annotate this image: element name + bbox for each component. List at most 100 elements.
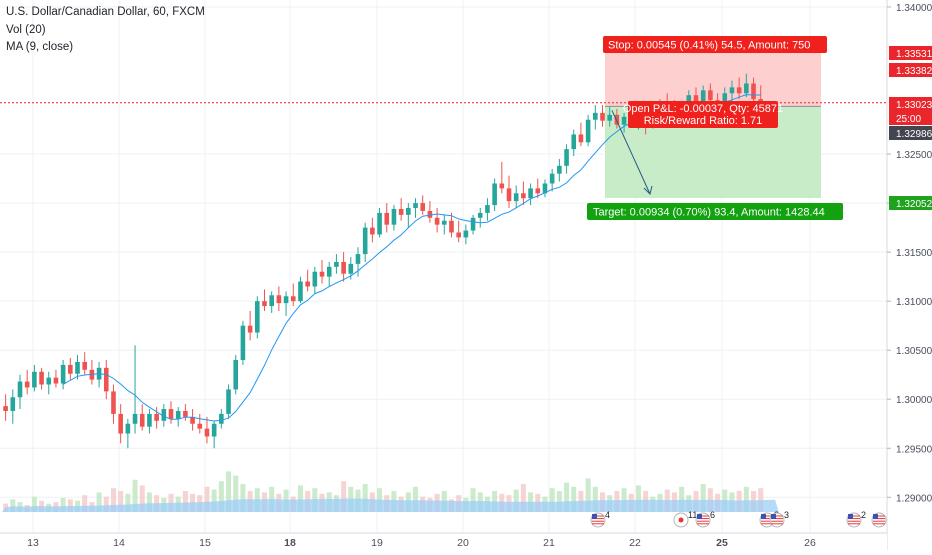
volume-bar: [513, 489, 519, 512]
price-axis[interactable]: 1.340001.325001.320001.315001.310001.305…: [886, 0, 932, 550]
event-marker[interactable]: 6: [695, 510, 715, 528]
candle-body: [744, 83, 749, 94]
stop-zone: [605, 52, 821, 107]
candle-body: [103, 367, 109, 392]
candle-body: [722, 93, 728, 106]
volume-bar: [10, 499, 16, 512]
price-marker-label: 1.33531: [896, 49, 932, 60]
candle-body: [60, 364, 66, 384]
time-tick-label: 13: [27, 537, 39, 549]
volume-bar: [592, 486, 598, 512]
candle-body: [736, 87, 742, 94]
volume-indicator-label[interactable]: Vol (20): [6, 24, 46, 36]
event-count: 2: [861, 510, 866, 520]
candle-body: [377, 212, 382, 235]
volume-ma-area: [2, 498, 779, 512]
volume-bar: [182, 491, 188, 512]
time-axis-bg: [0, 533, 887, 550]
target-label: Target: 0.00934 (0.70%) 93.4, Amount: 14…: [593, 207, 825, 219]
candle-body: [441, 220, 447, 225]
volume-bar: [103, 496, 109, 512]
volume-bar: [585, 478, 591, 512]
volume-bar: [635, 485, 641, 512]
candle-body: [521, 193, 526, 199]
candle-body: [621, 116, 627, 125]
volume-bar: [67, 499, 73, 512]
volume-bar: [413, 486, 419, 512]
volume-bar: [362, 484, 368, 512]
candle-body: [492, 183, 497, 206]
price-marker: [889, 111, 932, 125]
candles-layer: [3, 73, 764, 449]
volume-bar: [700, 484, 706, 512]
volume-bar: [146, 492, 152, 512]
volume-bar: [82, 495, 88, 512]
price-tick-label: 1.29500: [896, 444, 932, 455]
candle-body: [68, 364, 73, 374]
price-axis-bg: [887, 0, 932, 550]
candle-body: [578, 134, 584, 143]
price-marker-label: 1.32052: [896, 199, 932, 210]
time-tick-label: 18: [284, 537, 296, 549]
price-tick-label: 1.32500: [896, 150, 932, 161]
price-marker: [889, 126, 932, 140]
pnl-label: Open P&L: -0.00037, Qty: 45871: [623, 103, 783, 115]
candle-body: [24, 381, 30, 388]
stop-tag[interactable]: Stop: 0.00545 (0.41%) 54.5, Amount: 750: [603, 36, 827, 53]
volume-bar: [520, 484, 526, 512]
price-tick-label: 1.30500: [896, 346, 932, 357]
candle-body: [564, 149, 569, 166]
ma-indicator-label[interactable]: MA (9, close): [6, 41, 73, 53]
pnl-tag[interactable]: Open P&L: -0.00037, Qty: 45871 Risk/Rewa…: [623, 101, 783, 128]
candle-body: [456, 232, 461, 238]
event-marker[interactable]: 2: [846, 510, 866, 528]
candle-body: [406, 207, 411, 215]
volume-bar: [233, 475, 239, 512]
flag-canton: [697, 514, 702, 519]
candle-body: [175, 410, 181, 419]
time-tick-label: 26: [804, 537, 816, 549]
event-marker[interactable]: 3: [769, 510, 789, 528]
time-tick-label: 20: [457, 537, 469, 549]
candle-body: [53, 377, 59, 384]
volume-bar: [110, 488, 116, 512]
volume-bar: [240, 484, 246, 512]
candle-body: [463, 230, 469, 238]
candle-body: [312, 271, 318, 287]
candle-body: [247, 325, 253, 333]
candle-body: [571, 134, 577, 150]
candle-body: [168, 409, 174, 419]
candle-body: [614, 114, 620, 125]
candle-body: [118, 413, 123, 434]
candle-body: [226, 389, 231, 414]
candle-body: [413, 203, 418, 208]
volume-bar: [218, 481, 224, 512]
price-marker: [889, 63, 932, 77]
candle-body: [427, 210, 433, 218]
target-tag[interactable]: Target: 0.00934 (0.70%) 93.4, Amount: 14…: [587, 203, 843, 220]
time-tick-label: 14: [113, 537, 125, 549]
volume-bar: [96, 492, 102, 512]
risk-reward-label: Risk/Reward Ratio: 1.71: [644, 115, 763, 127]
event-marker[interactable]: 11: [673, 510, 697, 528]
volume-bar: [564, 482, 570, 512]
candle-body: [305, 281, 310, 287]
event-marker[interactable]: 4: [590, 510, 610, 528]
candle-body: [111, 391, 116, 414]
candle-body: [751, 83, 756, 100]
event-count: 4: [605, 510, 610, 520]
candle-body: [276, 295, 282, 304]
price-tick-label: 1.31000: [896, 297, 932, 308]
flag-canton: [848, 514, 853, 519]
price-tick-label: 1.30000: [896, 395, 932, 406]
candle-body: [125, 423, 131, 434]
stop-label: Stop: 0.00545 (0.41%) 54.5, Amount: 750: [608, 40, 810, 52]
time-axis[interactable]: 13 14 15 18 19 20 21 22 25 26: [0, 532, 887, 550]
volume-bar: [549, 488, 555, 512]
candle-body: [269, 295, 274, 307]
candle-body: [708, 90, 713, 101]
candle-body: [370, 227, 375, 235]
volume-bar: [470, 488, 476, 512]
